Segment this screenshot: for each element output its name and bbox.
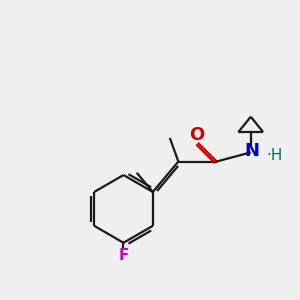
Text: O: O — [189, 125, 204, 143]
Text: ·H: ·H — [266, 148, 283, 163]
Text: N: N — [245, 142, 260, 160]
Text: F: F — [118, 248, 129, 262]
